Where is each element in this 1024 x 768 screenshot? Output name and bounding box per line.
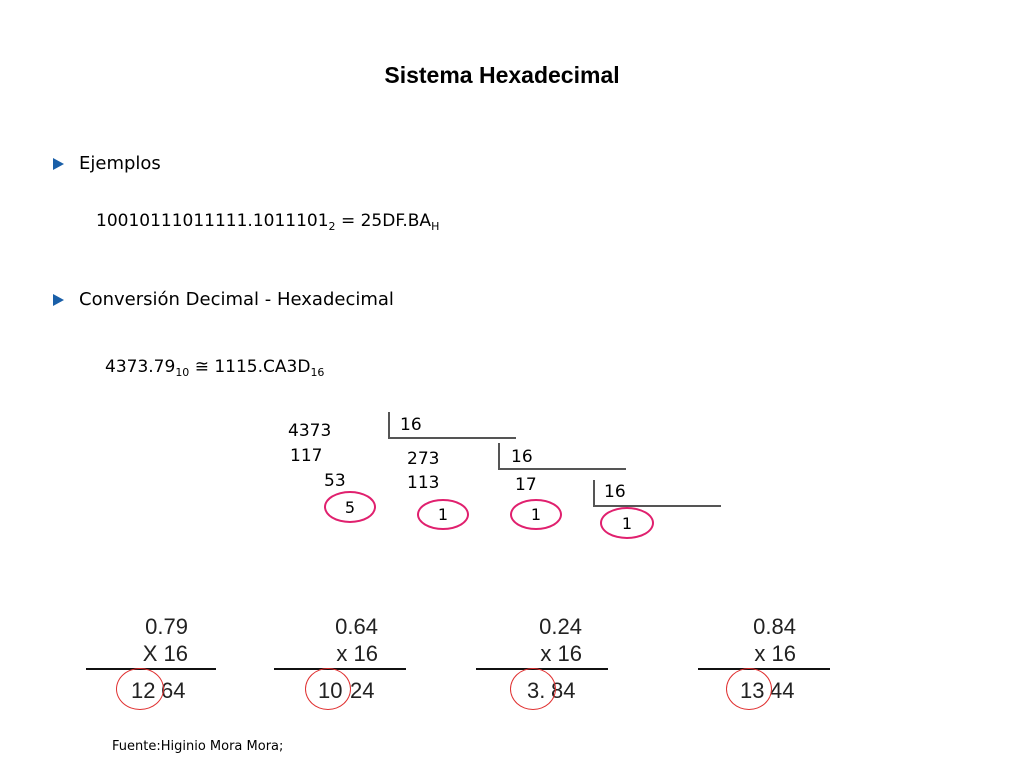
decimal-base: 10 xyxy=(175,366,190,379)
remainder-5: 5 xyxy=(344,497,356,517)
approx-hex: ≅ 1115.CA3D xyxy=(189,357,311,377)
quotient-273: 273 xyxy=(407,449,440,469)
triangle-bullet-icon xyxy=(53,158,64,170)
hex-base-16: 16 xyxy=(310,366,325,379)
multiplication-rule-1 xyxy=(86,668,216,670)
remainder-1-a: 1 xyxy=(437,505,449,524)
divisor-16-b: 16 xyxy=(511,447,533,467)
divisor-line-3 xyxy=(593,505,721,507)
hex-base: H xyxy=(431,220,440,233)
multiplication-rule-2 xyxy=(274,668,406,670)
int-part-circle xyxy=(726,668,772,710)
partial-53: 53 xyxy=(324,471,346,491)
factor-3: 0.24 xyxy=(539,614,582,639)
decimal-hex-equation: 4373.7910 ≅ 1115.CA3D16 xyxy=(105,357,325,379)
quotient-1: 1 xyxy=(621,513,633,533)
final-quotient-circle: 1 xyxy=(600,507,654,539)
partial-113: 113 xyxy=(407,473,440,493)
divisor-16-a: 16 xyxy=(400,415,422,435)
multiplier-2: x 16 xyxy=(336,641,378,666)
factor-1: 0.79 xyxy=(145,614,188,639)
binary-value: 10010111011111.1011101 xyxy=(96,211,329,231)
int-part-circle xyxy=(116,668,164,710)
int-part-circle xyxy=(510,668,556,710)
frac-part-1: 64 xyxy=(161,678,186,703)
partial-117: 117 xyxy=(290,446,323,466)
divisor-line-1 xyxy=(388,437,516,439)
source-note: Fuente:Higinio Mora Mora; xyxy=(112,739,284,754)
divisor-bracket-1 xyxy=(388,412,390,439)
divisor-bracket-3 xyxy=(593,480,595,507)
binary-base: 2 xyxy=(328,220,336,233)
triangle-bullet-icon xyxy=(53,294,64,306)
multiplication-rule-4 xyxy=(698,668,830,670)
divisor-16-c: 16 xyxy=(604,482,626,502)
dividend: 4373 xyxy=(288,421,332,441)
divisor-bracket-2 xyxy=(498,443,500,470)
multiplier-3: x 16 xyxy=(540,641,582,666)
quotient-17: 17 xyxy=(515,475,537,495)
frac-part-2: 24 xyxy=(350,678,375,703)
factor-4: 0.84 xyxy=(753,614,796,639)
frac-part-4: 44 xyxy=(770,678,795,703)
page-title: Sistema Hexadecimal xyxy=(384,62,620,88)
binary-hex-equation: 10010111011111.10111012 = 25DF.BAH xyxy=(96,211,440,233)
factor-2: 0.64 xyxy=(335,614,378,639)
bullet-conversion: Conversión Decimal - Hexadecimal xyxy=(79,289,394,310)
int-part-circle xyxy=(305,668,351,710)
decimal-value: 4373.79 xyxy=(105,357,176,377)
multiplier-1: X 16 xyxy=(142,641,188,666)
hex-equals: = 25DF.BA xyxy=(335,211,432,231)
remainder-circle: 5 xyxy=(324,491,376,523)
remainder-1-b: 1 xyxy=(530,505,542,524)
divisor-line-2 xyxy=(498,468,626,470)
remainder-circle: 1 xyxy=(510,499,562,530)
multiplier-4: x 16 xyxy=(754,641,796,666)
remainder-circle: 1 xyxy=(417,499,469,530)
bullet-ejemplos: Ejemplos xyxy=(79,153,161,174)
